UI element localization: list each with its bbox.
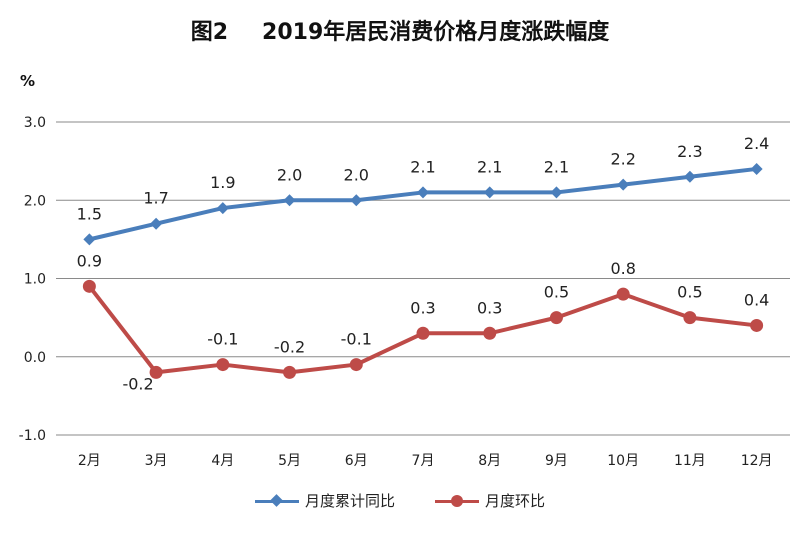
y-tick-label: -1.0 — [19, 428, 46, 444]
data-label: 0.3 — [410, 298, 435, 317]
data-label: 0.9 — [77, 251, 102, 270]
data-point-diamond — [550, 186, 563, 199]
data-label: 2.2 — [610, 150, 635, 169]
x-tick-label: 5月 — [278, 453, 301, 469]
data-label: 1.5 — [77, 204, 102, 223]
data-point-circle — [549, 311, 563, 325]
data-point-diamond — [350, 194, 363, 207]
data-label: 1.9 — [210, 173, 235, 192]
data-label: 0.5 — [677, 283, 702, 302]
data-point-circle — [683, 311, 697, 325]
legend-marker-circle-icon — [435, 494, 479, 507]
data-label: 0.5 — [544, 283, 569, 302]
legend-item-monthly: 月度环比 — [435, 490, 545, 511]
data-label: -0.2 — [122, 374, 153, 393]
legend-item-cumulative: 月度累计同比 — [254, 490, 395, 511]
data-point-diamond — [83, 233, 96, 246]
y-tick-label: 2.0 — [24, 193, 46, 209]
legend: 月度累计同比 月度环比 — [0, 490, 800, 511]
data-point-circle — [349, 358, 363, 372]
x-tick-label: 8月 — [478, 453, 501, 469]
data-label: 0.8 — [610, 259, 635, 278]
legend-label-monthly: 月度环比 — [485, 492, 546, 510]
x-tick-label: 12月 — [741, 453, 773, 469]
data-point-diamond — [683, 170, 696, 183]
data-point-circle — [416, 326, 430, 340]
figure-number: 图2 — [190, 20, 229, 45]
x-tick-label: 2月 — [78, 453, 101, 469]
data-point-diamond — [150, 217, 163, 230]
data-point-circle — [750, 318, 764, 332]
data-label: 2.4 — [744, 134, 769, 153]
y-tick-label: 1.0 — [24, 272, 46, 288]
data-point-diamond — [283, 194, 296, 207]
data-point-diamond — [216, 202, 229, 215]
data-label: 2.1 — [544, 157, 569, 176]
x-tick-label: 9月 — [545, 453, 568, 469]
data-point-circle — [82, 279, 96, 293]
x-tick-label: 10月 — [607, 453, 639, 469]
data-point-circle — [283, 365, 297, 379]
data-label: -0.1 — [207, 330, 238, 349]
title-text: 2019年居民消费价格月度涨跌幅度 — [262, 20, 610, 45]
data-point-diamond — [417, 186, 429, 199]
y-tick-label: 0.0 — [24, 350, 46, 366]
y-axis-unit: % — [20, 72, 36, 90]
data-point-circle — [483, 326, 497, 340]
x-tick-label: 3月 — [145, 453, 168, 469]
data-label: 2.0 — [277, 165, 302, 184]
data-label: 2.3 — [677, 142, 702, 161]
data-label: 2.1 — [477, 157, 502, 176]
data-point-diamond — [483, 186, 496, 199]
x-tick-label: 6月 — [345, 453, 368, 469]
data-point-diamond — [750, 162, 763, 175]
x-tick-label: 4月 — [211, 453, 234, 469]
data-label: -0.2 — [274, 337, 305, 356]
data-label: 0.3 — [477, 298, 502, 317]
chart-title: 图2 2019年居民消费价格月度涨跌幅度 — [0, 14, 800, 46]
y-tick-label: 3.0 — [24, 115, 46, 131]
data-label: -0.1 — [341, 330, 372, 349]
data-label: 1.7 — [143, 189, 168, 208]
data-label: 2.0 — [344, 165, 369, 184]
data-point-circle — [216, 358, 230, 372]
x-tick-label: 11月 — [674, 453, 706, 469]
x-tick-label: 7月 — [412, 453, 435, 469]
data-point-circle — [149, 365, 163, 379]
data-label: 2.1 — [410, 157, 435, 176]
legend-label-cumulative: 月度累计同比 — [304, 492, 395, 510]
legend-marker-diamond-icon — [254, 493, 299, 507]
series-line-1 — [88, 166, 757, 242]
data-label: 0.4 — [744, 290, 769, 309]
data-point-diamond — [617, 178, 630, 191]
data-point-circle — [616, 287, 630, 301]
